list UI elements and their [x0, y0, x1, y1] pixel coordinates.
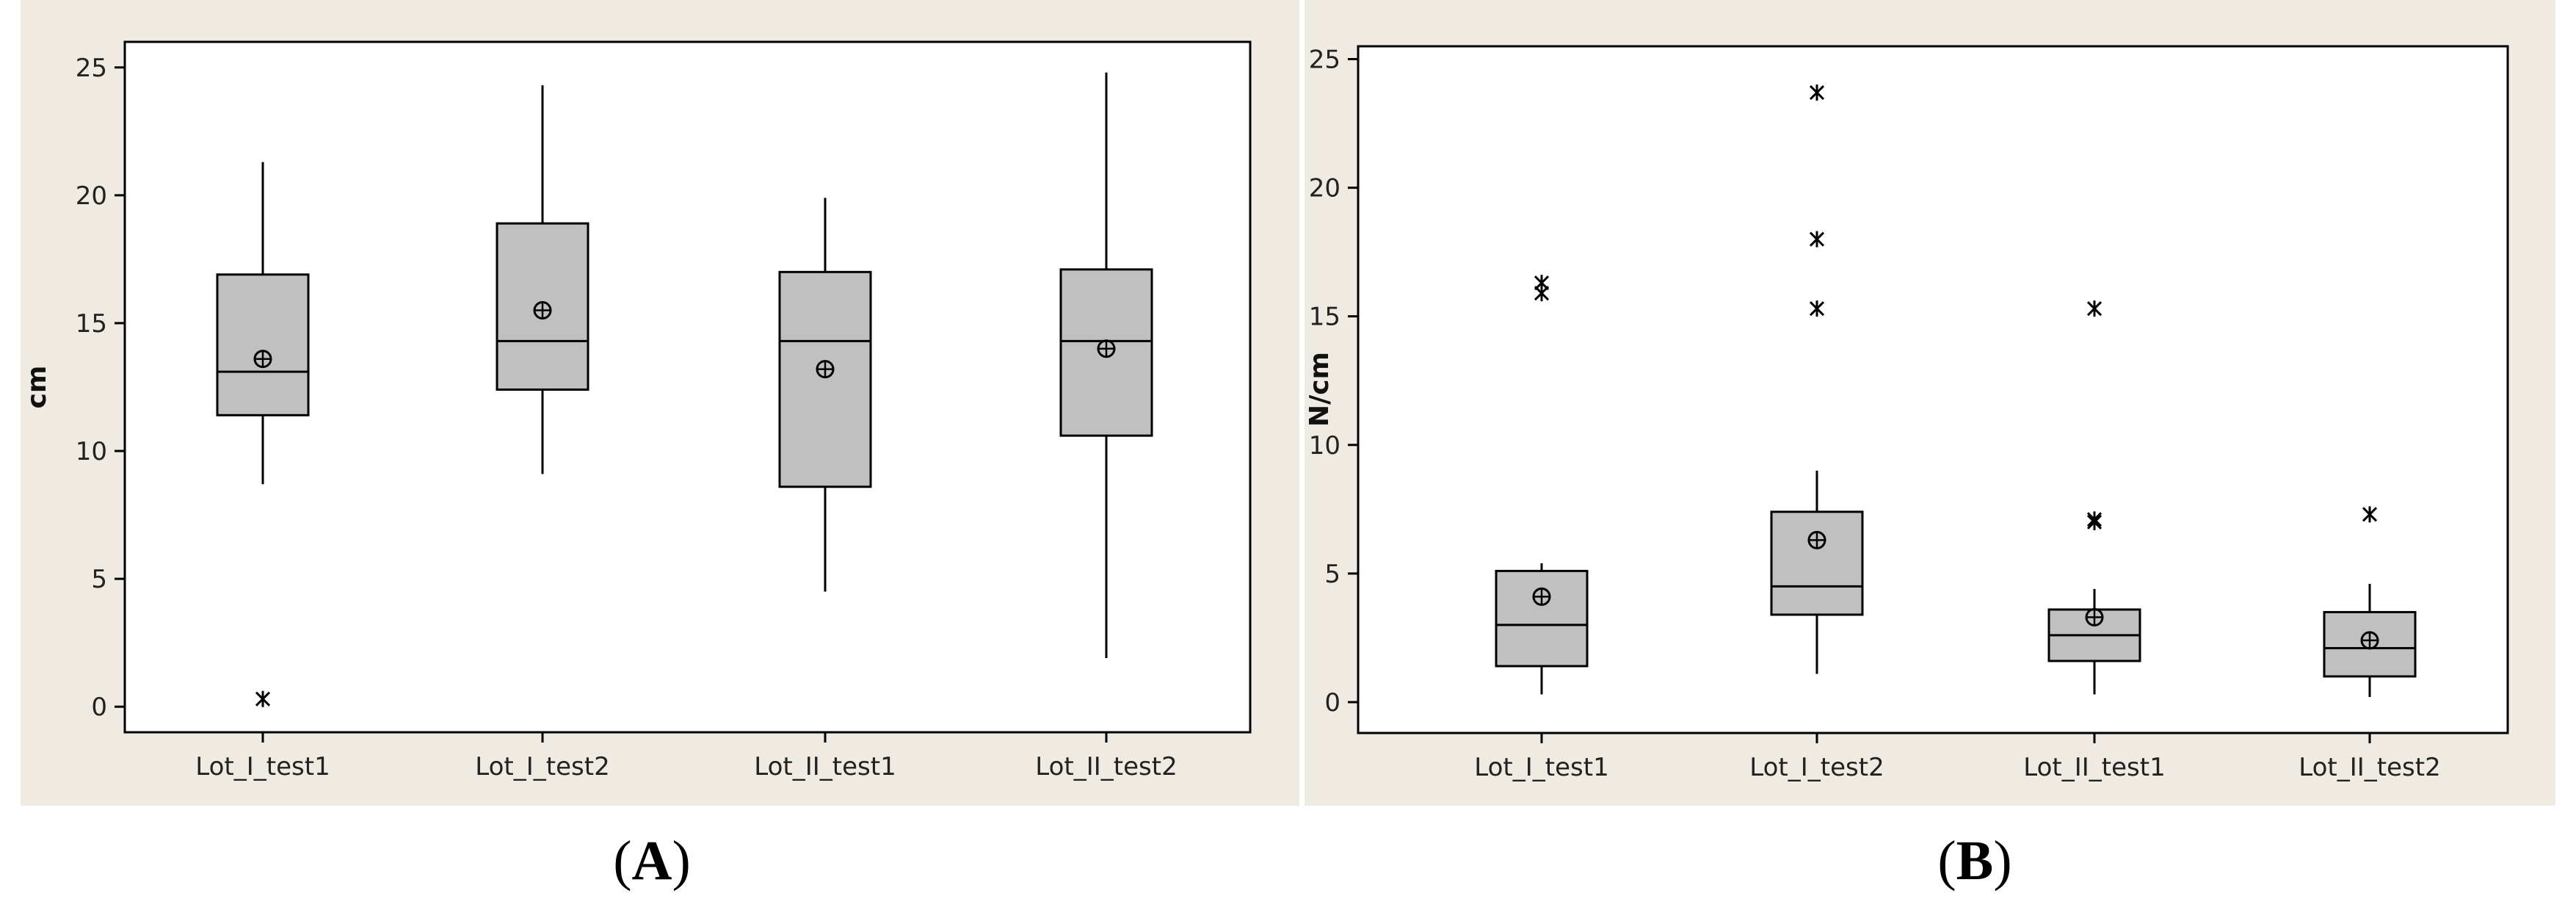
panel-b-outlier	[1809, 84, 1825, 101]
panel-b: 0 5 10 15 20 25 Lot_I_test1 Lot_I_test2 Lot_II_…	[1305, 0, 2555, 806]
panel-b-x-tick-label: Lot_II_test1	[2023, 753, 2165, 782]
panel-a-mean-marker	[533, 301, 552, 320]
panel-b-outlier	[1809, 231, 1825, 248]
panel-a-label-close: )	[672, 830, 690, 892]
panel-b-label-open: (	[1937, 830, 1956, 892]
panel-a-mean-marker	[253, 350, 272, 369]
panel-a-mean-marker	[1097, 339, 1116, 358]
panel-b-box-3	[2047, 300, 2141, 695]
panel-a-box-4	[1059, 72, 1153, 659]
panel-a-boxes	[216, 72, 1153, 707]
panel-b-outlier	[2362, 506, 2378, 523]
panel-b-iqr-box	[1495, 569, 1589, 668]
panel-b-label-letter: B	[1956, 830, 1994, 892]
panel-b-label: (B)	[1937, 830, 2011, 892]
panel-b-x-ticks: Lot_I_test1 Lot_I_test2 Lot_II_test1 Lot_II…	[1474, 733, 2441, 782]
panel-b-outlier	[1809, 300, 1825, 317]
panel-b-y-tick-label: 15	[1309, 303, 1340, 332]
panel-b-y-tick-label: 25	[1309, 46, 1340, 75]
panel-b-mean-marker	[1807, 530, 1826, 549]
panel-b-x-tick-label: Lot_II_test2	[2299, 753, 2440, 782]
panel-b-boxes	[1495, 84, 2417, 697]
panel-b-y-tick-label: 20	[1309, 174, 1340, 203]
panel-a-label: (A)	[613, 830, 691, 892]
panel-b-mean-marker	[2360, 631, 2379, 650]
panel-a-box-2	[496, 85, 589, 474]
panel-a-y-tick-label: 15	[76, 309, 107, 339]
panel-a-y-tick-label: 25	[76, 54, 107, 83]
panel-a-box-1	[216, 162, 310, 707]
panel-b-outlier	[1534, 275, 1550, 292]
panel-b-y-axis-title: N/cm	[1305, 352, 1335, 427]
panel-a-y-tick-label: 5	[91, 565, 107, 594]
panel-a-x-tick-label: Lot_II_test2	[1035, 752, 1177, 781]
panel-a-x-tick-label: Lot_I_test1	[195, 752, 330, 781]
panel-a: 0 5 10 15 20 25 Lot_I_test1 Lot_I_test2 Lot_II_…	[21, 0, 1299, 806]
panel-b-mean-marker	[1532, 587, 1551, 606]
panel-b-iqr-box	[1770, 510, 1864, 616]
panel-a-iqr-box	[778, 270, 872, 488]
panel-b-outlier	[2086, 511, 2102, 528]
panel-b-x-tick-label: Lot_I_test1	[1474, 753, 1608, 782]
panel-b-label-close: )	[1993, 830, 2011, 892]
panel-a-x-tick-label: Lot_II_test1	[754, 752, 896, 781]
panel-b-y-ticks: 0 5 10 15 20 25	[1309, 46, 1358, 718]
panel-a-y-tick-label: 0	[91, 693, 107, 722]
panel-b-y-tick-label: 0	[1324, 688, 1340, 718]
panel-a-y-ticks: 0 5 10 15 20 25	[76, 54, 125, 722]
panel-a-outlier	[255, 690, 271, 707]
panel-a-x-tick-label: Lot_I_test2	[475, 752, 609, 781]
panel-b-box-2	[1770, 84, 1864, 674]
panel-a-label-letter: A	[632, 830, 672, 892]
panel-a-label-open: (	[613, 830, 631, 892]
panel-b-box-4	[2323, 506, 2417, 697]
panel-b-x-tick-label: Lot_I_test2	[1749, 753, 1884, 782]
panel-b-mean-marker	[2085, 607, 2104, 626]
panel-b-y-tick-label: 5	[1324, 560, 1340, 589]
panel-a-y-tick-label: 10	[76, 437, 107, 466]
panel-a-mean-marker	[816, 360, 835, 379]
panel-b-box-1	[1495, 275, 1589, 695]
panel-b-outlier	[2086, 300, 2102, 317]
panel-a-y-axis-title: cm	[22, 366, 52, 409]
panel-a-box-3	[778, 198, 872, 592]
panel-a-y-tick-label: 20	[76, 181, 107, 211]
panel-a-x-ticks: Lot_I_test1 Lot_I_test2 Lot_II_test1 Lot_II…	[195, 732, 1178, 781]
panel-b-y-tick-label: 10	[1309, 431, 1340, 461]
panel-a-iqr-box	[216, 273, 310, 416]
